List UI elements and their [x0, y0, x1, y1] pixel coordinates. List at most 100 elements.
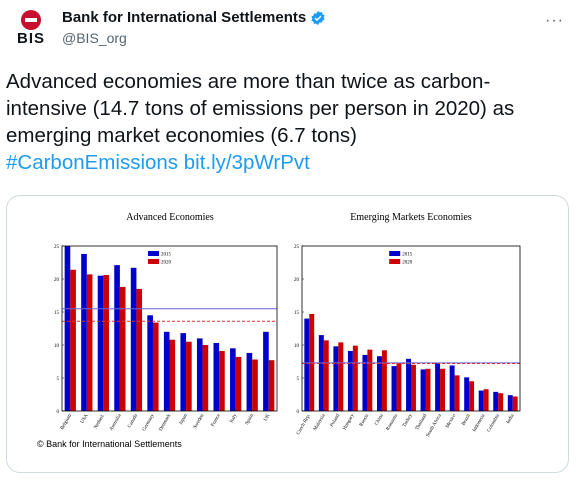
legend-swatch: [389, 259, 401, 264]
category-label: Romania: [386, 413, 400, 432]
bar-2015: [376, 356, 382, 411]
hashtag-link[interactable]: #CarbonEmissions: [6, 151, 179, 174]
bar-2015: [147, 315, 153, 411]
bar-2020: [352, 345, 358, 411]
bar-2015: [114, 265, 120, 411]
category-label: Belgium: [60, 413, 73, 431]
legend-label: 2015: [161, 253, 172, 258]
category-label: Brazil: [461, 413, 472, 427]
category-label: South Africa: [426, 413, 443, 438]
bar-2020: [152, 322, 159, 411]
tweet-body: Advanced economies are more than twice a…: [6, 70, 515, 147]
bar-2015: [478, 390, 484, 411]
y-tick-label: 10: [294, 344, 300, 349]
y-tick-label: 20: [294, 278, 300, 283]
category-label: France: [211, 413, 223, 428]
emissions-charts: Advanced Economies 0 5 10 15 20 25 Belgium USA Ne…: [54, 212, 521, 438]
y-tick-label: 25: [54, 245, 60, 250]
legend-swatch: [148, 259, 159, 264]
plot-frame: [61, 245, 278, 412]
verified-badge-icon: [311, 10, 325, 25]
bar-2020: [469, 381, 475, 411]
bar-2020: [381, 350, 387, 411]
bar-2015: [196, 338, 203, 411]
y-tick-label: 20: [54, 278, 60, 283]
chart-title: Advanced Economies: [126, 212, 214, 223]
bar-2015: [130, 267, 137, 411]
bar-2015: [64, 246, 71, 411]
category-label: Australia: [109, 413, 123, 432]
bar-2020: [202, 345, 209, 411]
category-label: India: [506, 413, 516, 425]
bar-2015: [81, 253, 87, 411]
bar-2015: [347, 350, 353, 411]
bar-2015: [230, 348, 236, 411]
legend-label: 2020: [402, 261, 413, 266]
bar-2015: [163, 331, 170, 411]
category-label: Denmark: [159, 413, 173, 432]
category-label: Italy: [229, 413, 238, 424]
bar-2020: [252, 359, 258, 411]
category-label: Sweden: [193, 413, 205, 430]
bar-2015: [318, 335, 324, 411]
bar-2020: [483, 389, 489, 411]
tweet-media-image[interactable]: Advanced Economies 0 5 10 15 20 25 Belgium USA Ne…: [6, 195, 569, 473]
short-url-link[interactable]: bit.ly/3pWrPvt: [183, 151, 310, 174]
category-label: Colombia: [487, 413, 502, 433]
bar-2015: [493, 391, 499, 411]
category-label: Spain: [245, 413, 255, 426]
category-label: USA: [80, 413, 90, 424]
category-label: UK: [264, 413, 272, 422]
bar-2020: [367, 349, 373, 411]
category-label: Malaysia: [313, 413, 327, 432]
legend-swatch: [148, 251, 159, 256]
bar-2020: [219, 350, 225, 411]
category-label: Mexico: [445, 413, 457, 429]
category-label: Thailand: [415, 413, 428, 431]
category-label: Canada: [127, 413, 139, 429]
bar-2015: [333, 346, 339, 411]
bar-2020: [86, 274, 93, 411]
bar-2020: [440, 368, 446, 411]
bar-2020: [268, 360, 275, 411]
y-tick-label: 5: [297, 377, 300, 382]
more-options-icon[interactable]: ···: [545, 12, 564, 29]
bar-2020: [103, 275, 109, 411]
bar-2020: [186, 341, 192, 411]
author-display-name[interactable]: Bank for International Settlements: [62, 9, 307, 27]
bar-2020: [338, 342, 344, 411]
y-tick-label: 0: [57, 410, 60, 415]
category-label: Hungary: [343, 413, 356, 431]
bar-2020: [136, 288, 143, 411]
author-handle[interactable]: @BIS_org: [62, 30, 127, 46]
bis-logo-text: BIS: [16, 30, 45, 47]
y-tick-label: 10: [54, 344, 60, 349]
y-tick-label: 25: [294, 245, 300, 250]
legend-label: 2020: [161, 261, 172, 266]
bar-2015: [180, 333, 187, 411]
y-tick-label: 15: [54, 311, 60, 316]
plot-frame: [301, 245, 521, 412]
tweet-header: BIS Bank for International Settlements @…: [0, 0, 576, 56]
bis-logo[interactable]: BIS: [12, 8, 50, 52]
category-label: China: [374, 413, 385, 427]
legend-label: 2015: [402, 253, 413, 258]
bar-2015: [362, 354, 368, 411]
bar-2020: [498, 393, 504, 411]
bar-2015: [464, 377, 470, 411]
bar-2015: [507, 395, 513, 411]
tweet-text: Advanced economies are more than twice a…: [6, 68, 570, 176]
y-tick-label: 0: [297, 410, 300, 415]
bar-2020: [425, 368, 431, 411]
bar-2015: [246, 352, 253, 411]
bar-2020: [396, 362, 402, 411]
bis-logo-mark: [21, 10, 41, 30]
category-label: Russia: [359, 413, 370, 428]
bar-2020: [411, 364, 416, 411]
bar-2020: [70, 269, 76, 411]
bar-2020: [323, 340, 329, 411]
category-label: Turkey: [402, 413, 414, 428]
category-label: Japan: [179, 413, 189, 426]
image-copyright: © Bank for International Settlements: [37, 439, 182, 449]
bar-2015: [420, 369, 426, 411]
